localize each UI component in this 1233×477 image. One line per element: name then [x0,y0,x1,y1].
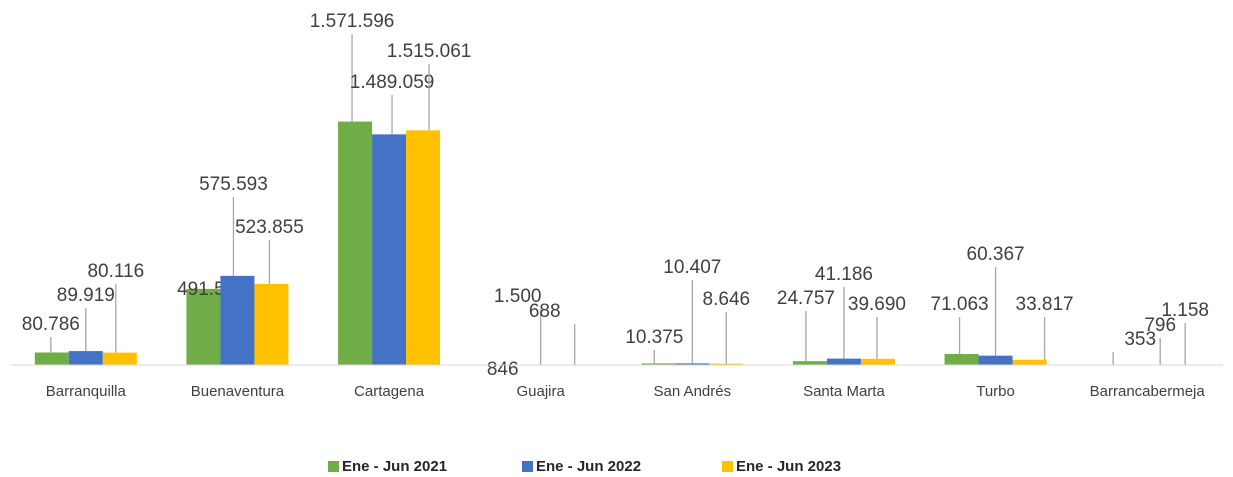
data-label: 1.158 [1161,300,1209,321]
data-label: 523.855 [235,217,304,238]
data-label: 71.063 [931,294,989,315]
bar [860,358,895,365]
bar [68,351,103,365]
bar [186,288,221,365]
bar [1012,359,1047,365]
data-label: 796 [1144,315,1176,336]
data-label: 41.186 [815,264,873,285]
data-label: 39.690 [848,294,906,315]
bar [978,355,1013,365]
data-label: 10.407 [663,257,721,278]
data-label: 24.757 [777,288,835,309]
data-label: 60.367 [967,244,1025,265]
legend-label: Ene - Jun 2021 [342,458,447,475]
data-label: 353 [1124,329,1156,350]
legend-label: Ene - Jun 2023 [736,458,841,475]
bar [641,363,676,365]
x-tick-label: Cartagena [354,383,425,400]
data-label: 80.116 [87,261,144,282]
x-tick-label: Barrancabermeja [1090,383,1206,400]
data-label: 575.593 [199,174,268,195]
bar [792,361,827,365]
bar [34,352,69,365]
data-label: 846 [487,359,519,380]
bar [254,283,289,365]
bar [338,121,373,365]
data-label: 688 [529,301,561,322]
x-tick-label: Santa Marta [803,383,885,400]
data-label: 80.786 [22,314,80,335]
bar [709,363,744,365]
bar [406,130,441,365]
bar [826,358,861,365]
bar [372,134,407,365]
data-label: 33.817 [1016,294,1074,315]
x-tick-label: San Andrés [654,383,732,400]
legend-swatch [722,461,733,472]
data-label: 1.500 [494,286,542,307]
data-label: 8.646 [703,289,751,310]
x-tick-label: Turbo [976,383,1015,400]
x-tick-label: Guajira [517,383,566,400]
bar [944,353,979,365]
data-label: 10.375 [625,327,683,348]
x-tick-label: Barranquilla [46,383,127,400]
legend-swatch [328,461,339,472]
data-label: 89.919 [57,285,115,306]
x-tick-label: Buenaventura [191,383,285,400]
data-label: 1.489.059 [350,72,435,93]
bar [220,275,255,365]
data-label: 1.515.061 [387,41,472,62]
legend-label: Ene - Jun 2022 [536,458,641,475]
legend-swatch [522,461,533,472]
bar [102,352,137,365]
bar [675,363,710,365]
data-label: 1.571.596 [310,11,395,32]
